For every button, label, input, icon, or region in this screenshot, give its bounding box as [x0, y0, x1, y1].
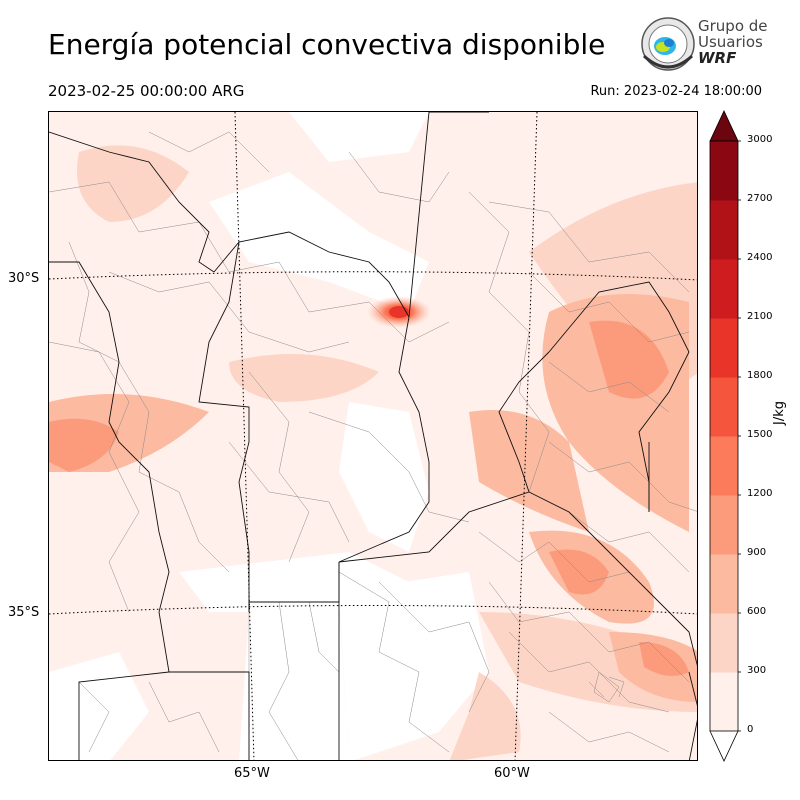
colorbar-bin: [710, 436, 738, 466]
colorbar-bin: [710, 200, 738, 230]
colorbar-bin: [710, 701, 738, 732]
colorbar-bin: [710, 318, 738, 348]
colorbar-bin: [710, 288, 738, 319]
page-title: Energía potencial convectiva disponible: [48, 28, 606, 61]
colorbar-bin: [710, 583, 738, 614]
colorbar-tick-label: 300: [747, 665, 767, 676]
cape-map: [48, 111, 698, 761]
graticule: [49, 112, 697, 760]
colorbar-unit: J/kg: [772, 401, 787, 425]
lon-label-65w: 65°W: [234, 766, 270, 781]
lat-label-35s: 35°S: [8, 605, 40, 620]
valid-time: 2023-02-25 00:00:00 ARG: [48, 82, 245, 100]
colorbar-bin: [710, 554, 738, 584]
colorbar-bin: [710, 613, 738, 643]
colorbar-tick-label: 1800: [747, 370, 773, 381]
colorbar-tick-label: 2700: [747, 193, 773, 204]
colorbar-bin: [710, 672, 738, 702]
run-time: Run: 2023-02-24 18:00:00: [590, 84, 762, 99]
colorbar-tick-label: 2400: [747, 252, 773, 263]
colorbar: 0 300 600 900 1200 1500 1800 2100 2400 2700 3000: [700, 108, 800, 768]
colorbar-bin: [710, 377, 738, 407]
colorbar-tick-label: 3000: [747, 134, 773, 145]
lat-label-30s: 30°S: [8, 271, 40, 286]
colorbar-scale: [709, 110, 741, 762]
colorbar-bin: [710, 495, 738, 525]
globe-emblem-icon: [641, 17, 695, 71]
cape-field: [49, 112, 697, 760]
colorbar-bin: [710, 141, 738, 171]
lon-label-60w: 60°W: [494, 766, 530, 781]
department-boundaries: [49, 131, 697, 760]
colorbar-bin: [710, 229, 738, 260]
logo-wordmark: Grupo de Usuarios WRF: [698, 18, 768, 66]
colorbar-bin: [710, 642, 738, 673]
logo-line-1: Grupo de: [698, 17, 768, 35]
colorbar-tick-label: 1500: [747, 429, 773, 440]
colorbar-tick-label: 2100: [747, 311, 773, 322]
colorbar-bin: [710, 259, 738, 289]
province-boundaries: [49, 112, 697, 760]
colorbar-bin: [710, 465, 738, 496]
colorbar-bin: [710, 170, 738, 201]
wrf-logo: Grupo de Usuarios WRF: [638, 16, 768, 72]
logo-line-2: Usuarios: [698, 33, 763, 51]
colorbar-tick-label: 900: [747, 547, 767, 558]
colorbar-under-extension: [709, 730, 739, 762]
colorbar-tick-label: 600: [747, 606, 767, 617]
colorbar-tick-label: 1200: [747, 488, 773, 499]
colorbar-bin: [710, 406, 738, 437]
logo-line-3: WRF: [698, 49, 737, 67]
colorbar-over-extension: [709, 110, 739, 142]
colorbar-bin: [710, 524, 738, 555]
colorbar-tick-label: 0: [747, 724, 754, 735]
colorbar-bin: [710, 347, 738, 378]
